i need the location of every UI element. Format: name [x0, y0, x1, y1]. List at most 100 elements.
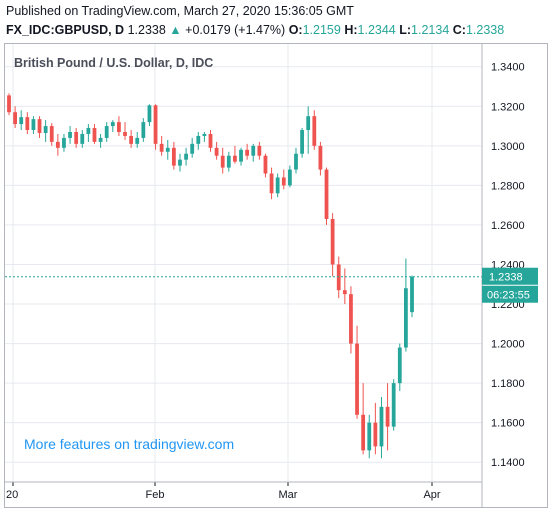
candle	[165, 139, 170, 160]
y-tick-label: 1.3000	[491, 141, 525, 153]
candle	[336, 256, 341, 299]
candle	[147, 104, 152, 127]
candle-body	[129, 135, 134, 144]
candle-body	[171, 147, 176, 166]
y-tick-label: 1.2800	[491, 180, 525, 192]
candle	[55, 133, 60, 156]
candle	[379, 396, 384, 459]
candle-body	[379, 406, 384, 447]
candle-body	[373, 422, 378, 447]
candle-body	[153, 105, 158, 144]
candle-body	[184, 153, 188, 160]
candle-body	[367, 422, 372, 451]
candle-body	[202, 133, 207, 136]
change-arrow-icon: ▲	[169, 23, 182, 37]
candle	[86, 124, 91, 142]
candle	[98, 133, 103, 148]
high-label: H:	[344, 23, 358, 37]
low-value: 1.2134	[411, 23, 450, 37]
candle	[410, 275, 414, 318]
candle-body	[410, 276, 414, 313]
candle-body	[74, 131, 79, 144]
candle-body	[312, 116, 317, 146]
candle-body	[80, 133, 85, 144]
x-tick-label: Feb	[146, 489, 165, 501]
candle	[220, 147, 225, 174]
candle	[141, 118, 146, 142]
open-value: 1.2159	[302, 23, 341, 37]
candle	[318, 141, 323, 176]
ohlc-header: FX_IDC:GBPUSD, D 1.2338 ▲ +0.0179 (+1.47…	[6, 23, 504, 37]
candle-body	[135, 137, 140, 144]
candle	[19, 110, 24, 131]
candle	[135, 131, 140, 148]
candle-body	[294, 153, 298, 170]
candle-body	[86, 128, 91, 134]
candle	[129, 130, 134, 148]
candle	[275, 173, 280, 198]
candle	[342, 268, 347, 305]
candle-body	[361, 414, 366, 451]
candle	[349, 286, 353, 354]
candle-body	[306, 116, 311, 131]
candle-body	[7, 95, 11, 113]
close-label: C:	[452, 23, 466, 37]
candle	[196, 131, 201, 150]
chart-title: British Pound / U.S. Dollar, D, IDC	[14, 56, 213, 70]
candle	[123, 122, 127, 140]
candle	[104, 122, 109, 142]
chart-frame	[4, 43, 548, 508]
candle	[43, 120, 48, 142]
y-tick-label: 1.3400	[491, 62, 525, 74]
candle-body	[263, 155, 268, 174]
candle-body	[141, 122, 146, 138]
candle-body	[13, 112, 17, 125]
candle-body	[397, 347, 402, 384]
candle	[330, 213, 335, 277]
candle	[233, 145, 237, 164]
y-tick-label: 1.2000	[491, 339, 525, 351]
candle-body	[196, 135, 201, 144]
candle	[74, 128, 79, 148]
candle	[202, 131, 207, 142]
low-label: L:	[399, 23, 412, 37]
candle	[251, 143, 256, 162]
candle	[263, 153, 268, 178]
open-label: O:	[288, 23, 303, 37]
countdown-text: 06:23:55	[487, 290, 530, 302]
candle-body	[19, 117, 24, 125]
candle-body	[300, 130, 304, 154]
candle-body	[391, 383, 396, 427]
candle	[117, 116, 121, 136]
candle-body	[245, 149, 250, 156]
candle	[184, 147, 188, 166]
candle	[404, 258, 408, 352]
candle	[312, 110, 317, 150]
candle-body	[385, 406, 390, 427]
candle-body	[49, 126, 54, 142]
watermark-link[interactable]: More features on tradingview.com	[24, 436, 234, 452]
candle-body	[123, 131, 127, 136]
candle-body	[287, 169, 292, 186]
candle	[178, 153, 182, 172]
candle	[25, 112, 30, 134]
candle-body	[117, 122, 121, 132]
candle-body	[68, 131, 72, 138]
candle-body	[257, 145, 262, 156]
published-line: Published on TradingView.com, March 27, …	[6, 4, 354, 18]
candle	[239, 147, 243, 166]
candle	[361, 383, 366, 455]
candle-body	[31, 119, 36, 131]
candles	[7, 93, 414, 459]
candle-body	[147, 105, 152, 123]
candle-body	[281, 177, 286, 186]
x-tick-label: Apr	[423, 489, 440, 501]
candle	[269, 167, 274, 200]
candle	[37, 116, 42, 138]
grid-lines	[5, 44, 482, 482]
candle	[190, 137, 195, 158]
candle-body	[43, 126, 48, 133]
candle	[13, 106, 17, 129]
candle-body	[92, 128, 97, 142]
